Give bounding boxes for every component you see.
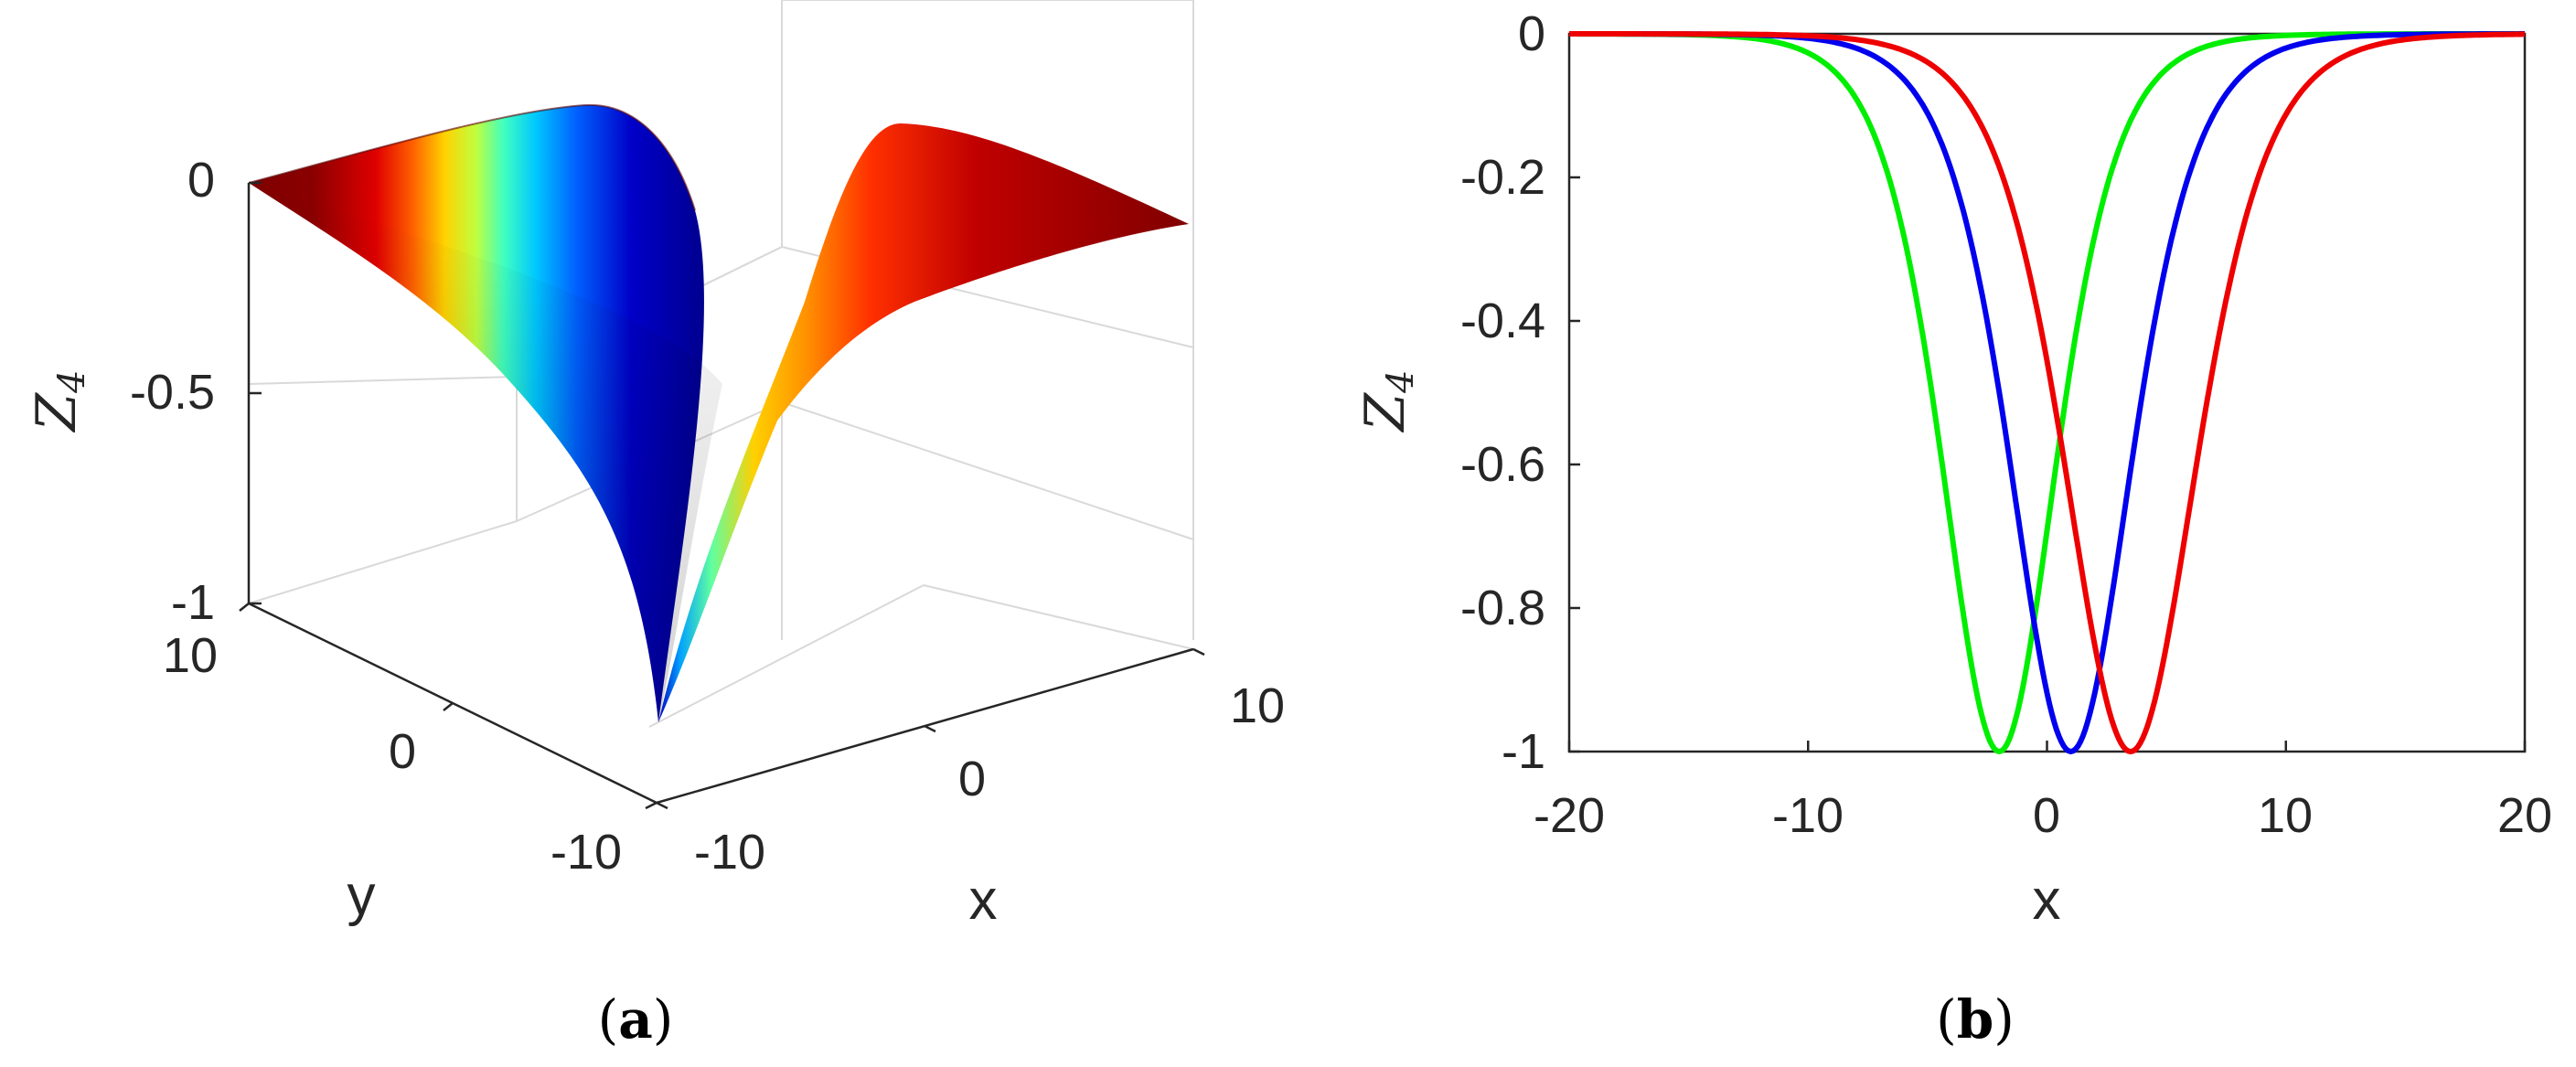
panel-a-box-grid — [248, 0, 1194, 728]
panel-b-series — [1569, 31, 2525, 755]
surface-edge — [248, 103, 696, 211]
panel-b: 0 -0.2 -0.4 -0.6 -0.8 -1 -20 -10 0 10 20… — [1353, 6, 2552, 1051]
b-x-tick-0: 0 — [2033, 788, 2060, 843]
panel-a: 0 -0.5 -1 10 0 -10 -10 0 10 y x Z4 (a) — [25, 0, 1285, 1051]
x-tick-0: 0 — [958, 752, 986, 806]
series-line-2 — [1569, 31, 2525, 755]
y-tick-max: 10 — [163, 628, 218, 683]
x-tick-min: -10 — [694, 825, 765, 880]
panel-a-ticks — [239, 181, 1205, 810]
svg-text:Z4: Z4 — [1353, 369, 1422, 432]
b-x-tick-n20: -20 — [1534, 788, 1605, 843]
b-y-tick-0: 0 — [1518, 6, 1545, 61]
panel-b-ylabel: Z4 — [1353, 369, 1422, 432]
surface-right-wing — [658, 123, 1189, 722]
series-line-1 — [1569, 31, 2525, 755]
b-y-tick-0.4: -0.4 — [1460, 293, 1545, 348]
x-tick-max: 10 — [1230, 678, 1285, 733]
y-tick-0: 0 — [389, 724, 416, 779]
b-y-tick-1: -1 — [1502, 724, 1545, 779]
b-x-tick-n10: -10 — [1772, 788, 1844, 843]
surface-plot — [248, 103, 1189, 723]
z-tick-0: 0 — [187, 153, 215, 208]
y-tick-min: -10 — [550, 825, 622, 880]
panel-a-xlabel: x — [969, 869, 998, 932]
panel-a-ylabel: y — [347, 864, 376, 927]
b-x-tick-20: 20 — [2497, 788, 2552, 843]
panel-b-ticks — [1567, 32, 2527, 753]
z-tick-mid: -0.5 — [130, 365, 215, 420]
b-x-tick-10: 10 — [2258, 788, 2313, 843]
z-tick-min: -1 — [171, 575, 215, 630]
panel-a-caption: (a) — [598, 988, 674, 1051]
svg-text:Z4: Z4 — [25, 369, 93, 432]
panel-b-xlabel: x — [2033, 869, 2061, 932]
surface-left-wing — [249, 104, 704, 723]
panel-a-zlabel: Z4 — [25, 369, 93, 432]
surface-shade — [249, 183, 722, 722]
series-line-0 — [1569, 31, 2525, 755]
panel-b-caption: (b) — [1936, 988, 2015, 1051]
b-y-tick-0.8: -0.8 — [1460, 581, 1545, 635]
b-y-tick-0.6: -0.6 — [1460, 437, 1545, 492]
b-y-tick-0.2: -0.2 — [1460, 150, 1545, 205]
panel-b-axes-box — [1567, 32, 2527, 753]
